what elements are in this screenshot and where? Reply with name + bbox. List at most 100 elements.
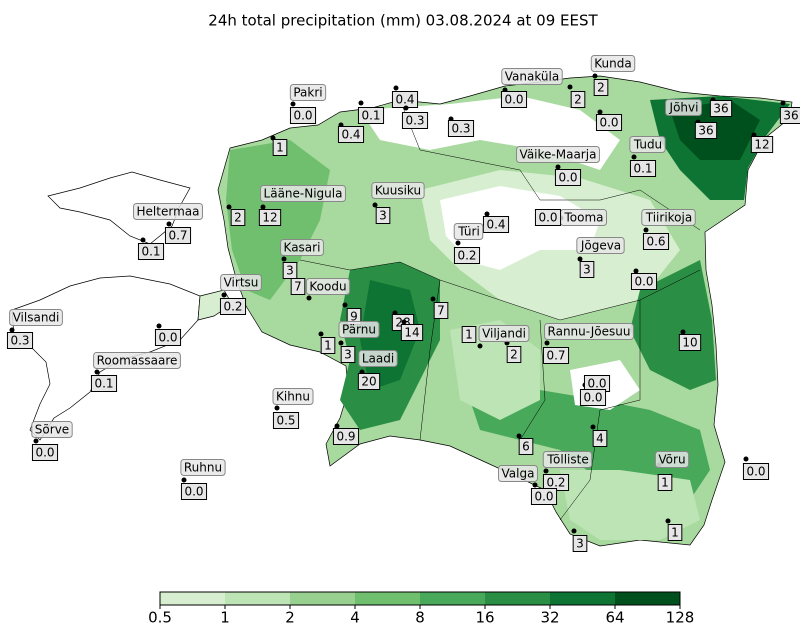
station-name: Pärnu xyxy=(342,323,376,337)
station-value: 14 xyxy=(404,326,419,340)
station-value: 12 xyxy=(754,138,769,152)
station-point xyxy=(592,73,598,79)
station-value-box xyxy=(272,412,300,429)
colorbar-tick-label: 4 xyxy=(350,609,360,627)
station-name-box xyxy=(338,321,380,338)
station-name-box xyxy=(478,325,530,342)
station-value: 0.4 xyxy=(486,218,505,232)
station-point xyxy=(372,202,378,208)
station-value-box xyxy=(90,375,118,392)
border xyxy=(399,99,701,231)
station-value: 0.0 xyxy=(634,275,653,289)
station-value-box xyxy=(401,112,429,129)
station-name: Valga xyxy=(502,467,535,481)
station-value: 1 xyxy=(324,339,332,353)
station-name-box xyxy=(516,146,600,163)
station-value-box xyxy=(500,91,528,108)
station-point xyxy=(590,424,596,430)
station-point xyxy=(484,211,490,217)
station-name-box xyxy=(590,55,636,72)
colorbar-tick-label: 64 xyxy=(605,609,624,627)
station-value: 0.0 xyxy=(293,109,312,123)
station-value-box xyxy=(518,438,534,455)
colorbar-tick-label: 16 xyxy=(475,609,494,627)
station-name: Roomassaare xyxy=(97,354,178,368)
station-point xyxy=(338,340,344,346)
station-name-box xyxy=(289,84,327,101)
station-value: 0.0 xyxy=(538,211,557,225)
station-value-box xyxy=(579,389,607,406)
station-value: 0.4 xyxy=(341,128,360,142)
station-point xyxy=(780,100,786,106)
station-value: 0.2 xyxy=(457,249,476,263)
station-value-box xyxy=(31,444,59,461)
station-value: 0.9 xyxy=(336,430,355,444)
station-point xyxy=(516,433,522,439)
station-point xyxy=(221,292,227,298)
station-value-box xyxy=(219,298,247,315)
station-point xyxy=(544,340,550,346)
colorbar-tick-label: 0.5 xyxy=(148,609,172,627)
station-point xyxy=(9,327,15,333)
station-value-box xyxy=(320,337,336,354)
station-value: 0.0 xyxy=(583,391,602,405)
station-value-box xyxy=(642,233,670,250)
station-name-box xyxy=(629,136,666,153)
station-value-box xyxy=(570,91,586,108)
station-value: 3 xyxy=(583,263,591,277)
station-value-box xyxy=(289,107,317,124)
colorbar-segment xyxy=(225,592,290,605)
station-name-box xyxy=(498,465,538,482)
station-value: 36 xyxy=(713,102,728,116)
county-borders xyxy=(299,99,701,521)
station-name-box xyxy=(542,451,593,468)
station-value: 2 xyxy=(510,348,518,362)
station-value-box xyxy=(400,324,424,341)
station-value-box xyxy=(694,122,718,139)
station-value: 7 xyxy=(437,304,445,318)
station-value-box xyxy=(542,347,570,364)
station-value-box xyxy=(534,209,562,226)
station-value: 0.1 xyxy=(361,109,380,123)
station-value-box xyxy=(506,346,522,363)
station-name: Vanaküla xyxy=(505,70,559,84)
station-name: Viljandi xyxy=(482,327,526,341)
station-value-box xyxy=(164,227,192,244)
colorbar-tick-label: 8 xyxy=(415,609,425,627)
station-value: 0.1 xyxy=(94,377,113,391)
station-point xyxy=(577,256,583,262)
station-point xyxy=(274,405,280,411)
station-name: Koodu xyxy=(309,280,346,294)
border xyxy=(299,259,701,321)
station-point xyxy=(477,343,483,349)
zone-center-light xyxy=(450,320,540,420)
station-value: 0.0 xyxy=(504,93,523,107)
station-name: Kuusiku xyxy=(375,184,421,198)
station-name-box xyxy=(280,239,324,256)
station-value-box xyxy=(453,247,481,264)
station-name: Rannu-Jõesuu xyxy=(548,325,631,339)
station-value: 0.0 xyxy=(587,377,606,391)
station-name-box xyxy=(641,209,696,226)
station-value: 0.2 xyxy=(546,476,565,490)
colorbar: 0.5 1 2 4 8 16 32 64 128 xyxy=(148,591,694,627)
station-name: Tooma xyxy=(563,211,603,225)
station-value: 6 xyxy=(522,440,530,454)
station-point xyxy=(555,164,561,170)
station-name: Sõrve xyxy=(35,423,69,437)
station-value: 0.6 xyxy=(646,235,665,249)
station-value-box xyxy=(657,474,673,491)
station-point xyxy=(260,204,266,210)
station-value: 9 xyxy=(350,310,358,324)
station-value: 0.0 xyxy=(746,465,765,479)
station-name-box xyxy=(576,237,625,254)
station-name: Väike-Maarja xyxy=(520,148,597,162)
station-value: 7 xyxy=(294,280,302,294)
station-value-box xyxy=(180,483,208,500)
station-value: 1 xyxy=(661,476,669,490)
station-value-box xyxy=(678,334,702,351)
station-point xyxy=(401,319,407,325)
colorbar-segment xyxy=(485,592,550,605)
station-value-box xyxy=(530,488,558,505)
station-point xyxy=(743,456,749,462)
